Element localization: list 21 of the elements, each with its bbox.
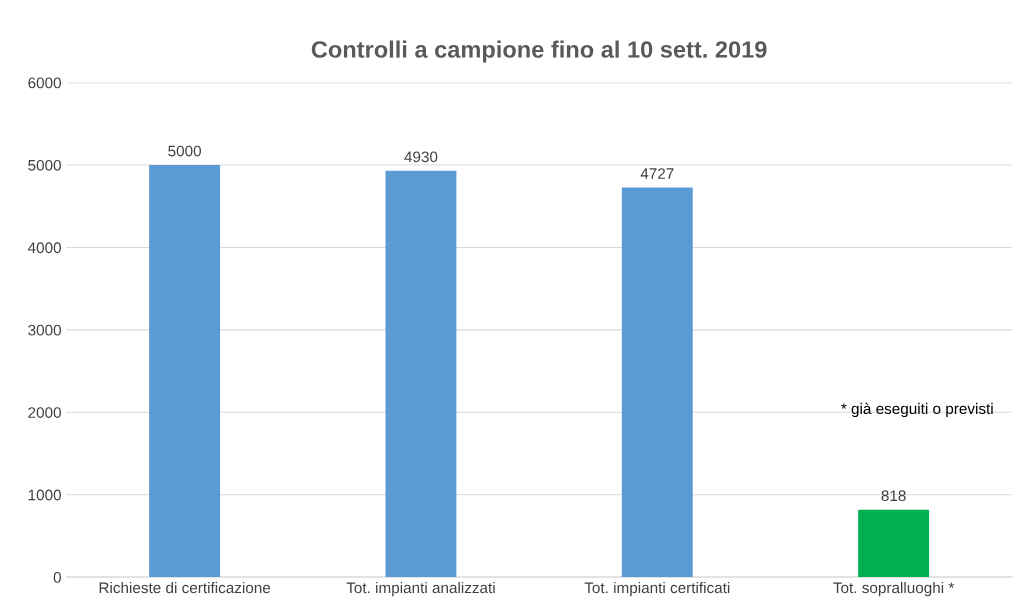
y-tick-label: 1000 [28,489,61,501]
data-label: 4727 [640,168,674,179]
y-tick-label: 6000 [28,77,61,89]
data-label: 818 [881,490,906,502]
x-tick-label: Tot. sopralluoghi * [833,581,955,597]
data-label: 4930 [404,151,438,163]
y-tick-label: 2000 [28,407,61,418]
bar [149,165,221,578]
y-tick-label: 3000 [28,324,61,336]
y-tick-label: 0 [53,571,61,583]
bar [621,187,693,578]
y-tick-label: 5000 [28,159,61,171]
x-tick-label: Tot. impianti analizzati [346,581,495,597]
y-tick-label: 4000 [27,242,61,254]
chart-title: Controlli a campione fino al 10 sett. 2019 [311,40,767,63]
annotation: * già eseguiti o previsti [841,402,993,418]
x-tick-label: Richieste di certificazione [99,581,271,594]
bar [385,170,457,578]
bar [858,509,930,578]
x-tick-label: Tot. impianti certificati [584,581,730,597]
data-label: 5000 [168,145,201,157]
